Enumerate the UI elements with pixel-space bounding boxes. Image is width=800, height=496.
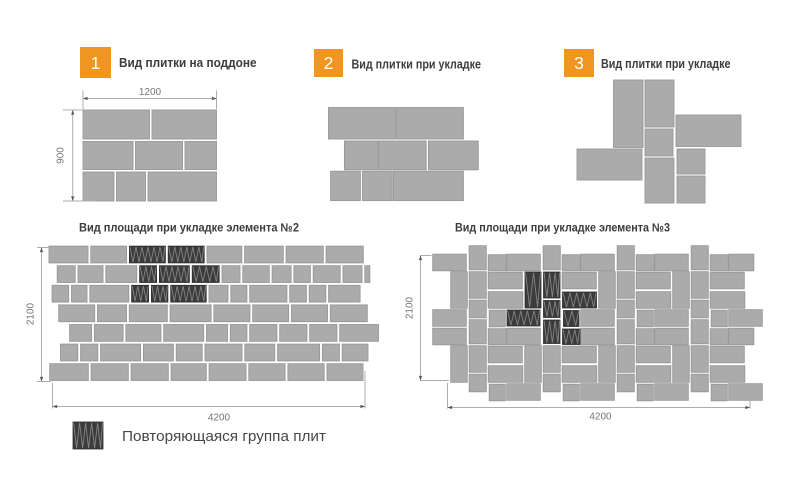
svg-text:900: 900 bbox=[56, 147, 67, 164]
svg-text:4200: 4200 bbox=[589, 412, 612, 423]
svg-text:1200: 1200 bbox=[139, 87, 162, 98]
svg-text:4200: 4200 bbox=[208, 413, 231, 424]
svg-text:Вид площади при укладке элемен: Вид площади при укладке элемента №2 bbox=[79, 221, 299, 235]
svg-text:Вид площади при укладке элемен: Вид площади при укладке элемента №3 bbox=[455, 221, 670, 235]
svg-text:3: 3 bbox=[574, 53, 584, 73]
svg-text:Повторяющаяся группа плит: Повторяющаяся группа плит bbox=[122, 428, 326, 445]
svg-text:2100: 2100 bbox=[26, 302, 37, 325]
svg-text:Вид плитки при укладке: Вид плитки при укладке bbox=[352, 57, 482, 72]
svg-text:2: 2 bbox=[324, 53, 334, 73]
svg-text:Вид плитки на поддоне: Вид плитки на поддоне bbox=[119, 55, 257, 70]
svg-text:Вид плитки при укладке: Вид плитки при укладке bbox=[601, 56, 731, 71]
svg-text:2100: 2100 bbox=[405, 296, 416, 319]
svg-text:1: 1 bbox=[91, 53, 101, 73]
